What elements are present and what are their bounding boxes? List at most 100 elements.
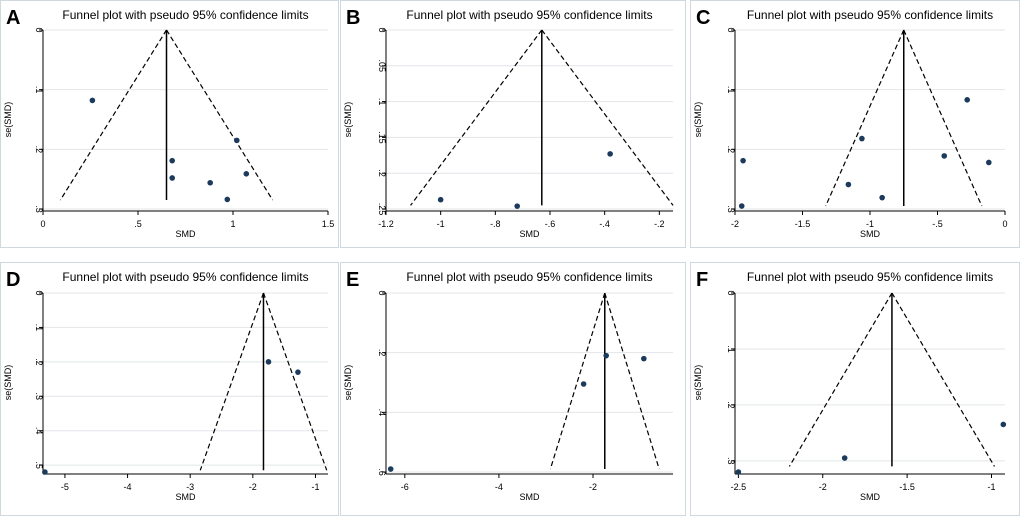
- study-point: [845, 181, 852, 188]
- x-tick-label: -1: [437, 219, 445, 229]
- y-tick-label: .2: [726, 146, 736, 154]
- x-tick-label: -2: [589, 482, 597, 492]
- y-tick-label: .3: [34, 205, 44, 213]
- x-axis-label: SMD: [860, 229, 881, 239]
- lower-confidence-limit: [549, 292, 606, 470]
- lower-confidence-limit: [825, 29, 905, 207]
- y-tick-label: .4: [377, 409, 387, 417]
- study-point: [735, 469, 742, 475]
- lower-confidence-limit: [788, 292, 893, 467]
- study-point: [169, 175, 175, 181]
- x-tick-label: -4: [495, 482, 503, 492]
- panel-letter: E: [346, 269, 359, 291]
- x-tick-label: -1: [987, 482, 995, 492]
- panel-letter: A: [6, 7, 20, 29]
- x-axis-label: SMD: [520, 492, 541, 502]
- y-tick-label: .1: [726, 86, 736, 94]
- chart-title: Funnel plot with pseudo 95% confidence l…: [62, 270, 308, 284]
- x-tick-label: -.2: [654, 219, 665, 229]
- upper-confidence-limit: [891, 292, 995, 467]
- x-tick-label: -.5: [932, 219, 943, 229]
- panel-b: B Funnel plot with pseudo 95% confidence …: [340, 0, 686, 248]
- chart-title: Funnel plot with pseudo 95% confidence l…: [747, 270, 993, 284]
- panel-frame: [340, 0, 686, 248]
- y-tick-label: .15: [377, 131, 387, 144]
- y-tick-label: 0: [377, 27, 387, 32]
- y-tick-label: .2: [34, 358, 44, 366]
- study-point: [841, 455, 848, 461]
- x-tick-label: 1: [230, 219, 235, 229]
- lower-confidence-limit: [410, 29, 543, 206]
- y-tick-label: .2: [34, 146, 44, 154]
- study-point: [580, 381, 587, 387]
- upper-confidence-limit: [541, 29, 674, 206]
- panel-letter: C: [696, 7, 710, 29]
- x-tick-label: -.6: [545, 219, 556, 229]
- x-tick-label: .5: [134, 219, 142, 229]
- x-tick-label: 1.5: [322, 219, 335, 229]
- study-point: [1000, 421, 1007, 428]
- y-axis-label: se(SMD): [3, 365, 13, 401]
- x-tick-label: -6: [401, 482, 409, 492]
- y-tick-label: .05: [377, 60, 387, 73]
- study-point: [224, 196, 231, 203]
- y-axis-label: se(SMD): [343, 365, 353, 401]
- study-point: [89, 97, 96, 104]
- y-tick-label: 0: [377, 290, 387, 295]
- panel-c: C Funnel plot with pseudo 95% confidence …: [690, 0, 1020, 248]
- y-tick-label: 0: [726, 290, 736, 295]
- upper-confidence-limit: [903, 29, 983, 207]
- x-tick-label: -1.5: [795, 219, 811, 229]
- panel-frame: [340, 262, 686, 516]
- y-tick-label: .2: [377, 349, 387, 357]
- y-tick-label: .25: [377, 203, 387, 216]
- study-point: [941, 153, 948, 159]
- study-point: [738, 203, 745, 209]
- panel-f: F Funnel plot with pseudo 95% confidence …: [690, 262, 1020, 516]
- study-point: [879, 194, 885, 201]
- x-tick-label: -4: [124, 482, 132, 492]
- y-tick-label: 0: [34, 290, 44, 295]
- y-tick-label: 0: [34, 27, 44, 32]
- study-point: [603, 352, 609, 359]
- x-tick-label: 0: [40, 219, 45, 229]
- panel-frame: [0, 0, 339, 248]
- y-tick-label: .2: [726, 401, 736, 409]
- y-axis-label: se(SMD): [343, 102, 353, 138]
- study-point: [964, 97, 970, 103]
- study-point: [243, 170, 250, 177]
- study-point: [607, 151, 613, 157]
- x-tick-label: -1: [311, 482, 319, 492]
- study-point: [387, 466, 394, 472]
- study-point: [169, 157, 175, 164]
- study-point: [234, 137, 240, 144]
- x-tick-label: -2.5: [731, 482, 747, 492]
- x-tick-label: -2: [819, 482, 827, 492]
- x-tick-label: -.4: [599, 219, 610, 229]
- study-point: [859, 135, 865, 142]
- chart-title: Funnel plot with pseudo 95% confidence l…: [62, 8, 308, 22]
- x-tick-label: -2: [731, 219, 739, 229]
- y-tick-label: .6: [377, 468, 387, 476]
- lower-confidence-limit: [59, 29, 168, 201]
- y-tick-label: .1: [377, 98, 387, 106]
- study-point: [641, 355, 647, 362]
- y-tick-label: .3: [726, 457, 736, 465]
- panel-letter: D: [6, 269, 20, 291]
- x-tick-label: -1: [866, 219, 874, 229]
- y-tick-label: 0: [726, 27, 736, 32]
- x-tick-label: -3: [186, 482, 194, 492]
- panel-d: D Funnel plot with pseudo 95% confidence …: [0, 262, 339, 516]
- study-point: [207, 179, 213, 186]
- y-tick-label: .1: [34, 86, 44, 94]
- study-point: [986, 159, 992, 166]
- panel-e: E Funnel plot with pseudo 95% confidence …: [340, 262, 686, 516]
- x-axis-label: SMD: [176, 492, 197, 502]
- study-point: [265, 359, 272, 365]
- x-tick-label: -1.5: [899, 482, 915, 492]
- upper-confidence-limit: [165, 29, 274, 201]
- chart-title: Funnel plot with pseudo 95% confidence l…: [747, 8, 993, 22]
- x-tick-label: -1.2: [378, 219, 394, 229]
- y-tick-label: .1: [726, 345, 736, 353]
